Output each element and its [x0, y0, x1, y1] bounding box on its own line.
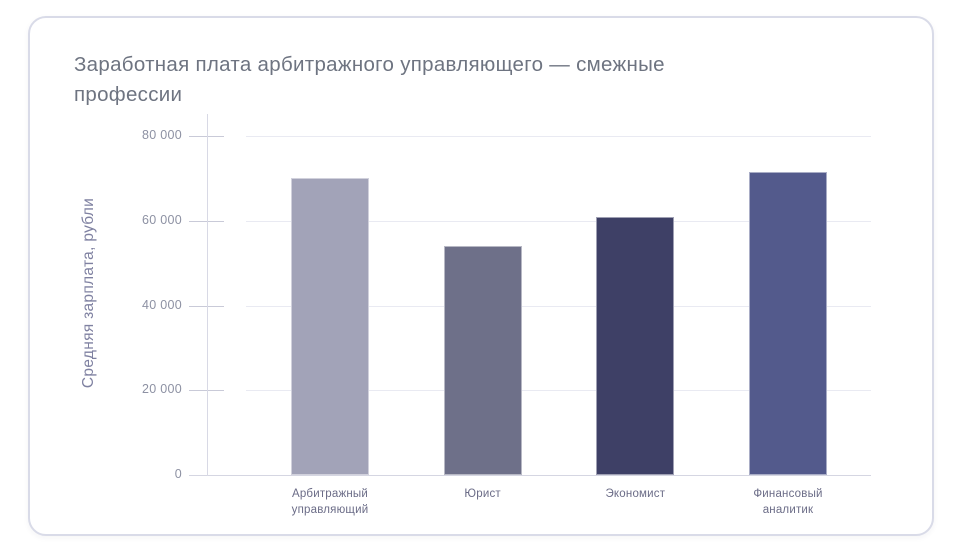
y-tick-label: 80 000 — [141, 128, 182, 142]
y-tick-mark — [189, 220, 224, 222]
gridline — [246, 136, 871, 137]
x-axis-label-4: Финансовый аналитик — [753, 488, 823, 516]
bar-4 — [749, 172, 827, 475]
y-tick-label: 20 000 — [141, 382, 182, 397]
y-tick-mark — [189, 136, 224, 137]
chart-title: Заработная плата арбитражного управляюще… — [74, 53, 665, 106]
bar-3 — [596, 216, 675, 475]
y-tick-mark — [189, 390, 224, 392]
y-axis-title: Средняя зарплата, рубли — [80, 197, 97, 389]
gridline — [246, 390, 871, 392]
x-axis-label-2: Юрист — [464, 488, 501, 500]
x-axis-label-1: Арбитражный управляющий — [291, 488, 369, 516]
y-tick-mark — [189, 305, 224, 307]
x-axis-label-3: Экономист — [605, 488, 666, 500]
gridline — [246, 220, 871, 222]
y-tick-label: 40 000 — [141, 297, 182, 312]
y-tick-label: 0 — [174, 467, 182, 481]
gridline — [246, 305, 871, 307]
chart-card: Заработная плата арбитражного управляюще… — [28, 16, 934, 536]
bar-1 — [291, 178, 369, 475]
y-tick-label: 60 000 — [141, 212, 182, 227]
x-axis-line — [189, 475, 871, 476]
y-axis-line — [207, 114, 208, 476]
bar-2 — [443, 246, 522, 475]
